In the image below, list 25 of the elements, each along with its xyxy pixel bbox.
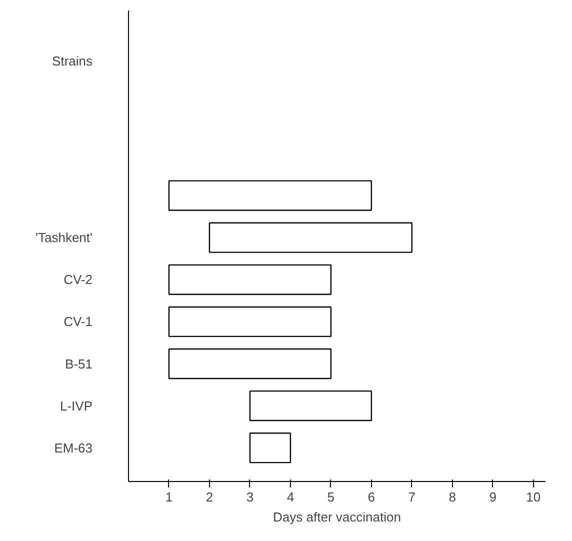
bar [249,390,372,422]
x-tick-label: 7 [408,490,416,504]
x-tick-label: 10 [526,490,541,504]
x-tick-label: 9 [489,490,496,504]
bar [208,222,412,253]
bar [168,348,332,380]
y-tick-label: B-51 [65,356,93,372]
bar [168,264,332,295]
x-tick-label: 6 [368,490,376,504]
x-tick-label: 5 [327,490,335,504]
x-tick-label: 1 [165,490,173,504]
y-tick-label: CV-1 [64,314,93,330]
bar [249,432,292,464]
x-tick-label: 8 [448,490,456,504]
bar [168,306,332,338]
y-tick-label: CV-2 [64,272,93,288]
bar [168,180,372,211]
y-tick-label: L-IVP [60,398,93,414]
y-tick-label: EM-63 [54,440,93,456]
x-tick-label: 2 [206,490,214,504]
text: Strains [52,53,93,68]
x-tick-label: 3 [246,490,254,504]
y-tick-label: 'Tashkent' [36,230,93,246]
x-axis-title: Days after vaccination [273,510,401,524]
x-tick-label: 4 [286,490,294,504]
